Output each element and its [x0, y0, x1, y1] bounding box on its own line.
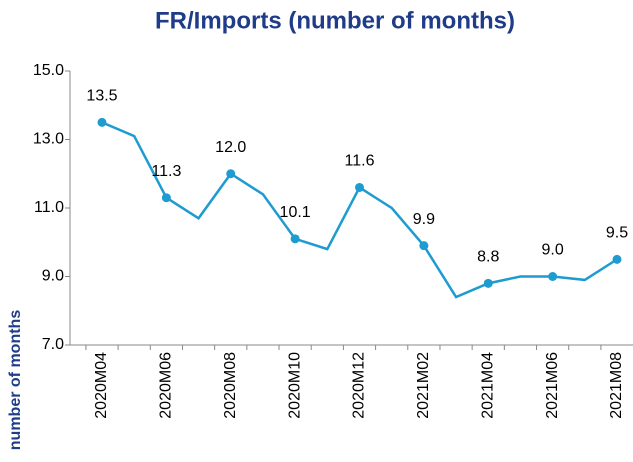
- data-point: [97, 117, 107, 127]
- data-label: 11.6: [345, 153, 375, 170]
- data-label: 12.0: [215, 139, 246, 156]
- data-label: 13.5: [86, 88, 117, 105]
- x-tick-label: 2021M08: [608, 352, 625, 419]
- y-axis-title: number of months: [7, 310, 24, 451]
- data-point: [355, 182, 364, 192]
- y-tick-label: 13.0: [33, 131, 64, 148]
- x-tick-label: 2021M04: [479, 352, 496, 419]
- x-tick-label: 2020M04: [93, 352, 110, 419]
- data-label: 9.9: [413, 211, 435, 228]
- x-tick-label: 2021M02: [415, 352, 432, 419]
- data-point: [483, 278, 493, 288]
- data-point: [226, 169, 236, 179]
- x-tick-label: 2020M10: [286, 352, 303, 419]
- x-tick-label: 2021M06: [544, 352, 561, 419]
- data-label: 10.1: [280, 204, 311, 221]
- data-point: [612, 254, 622, 264]
- data-label: 9.5: [606, 225, 628, 242]
- data-point: [161, 193, 171, 203]
- data-point: [548, 272, 558, 281]
- y-tick-label: 15.0: [33, 62, 64, 79]
- chart-title: FR/Imports (number of months): [155, 7, 515, 34]
- x-tick-label: 2020M12: [351, 352, 368, 419]
- data-label: 8.8: [477, 249, 499, 266]
- y-tick-label: 7.0: [42, 336, 64, 353]
- y-tick-label: 11.0: [34, 199, 64, 216]
- y-tick-label: 9.0: [42, 268, 64, 285]
- data-label: 9.0: [542, 242, 564, 259]
- x-tick-label: 2020M06: [158, 352, 175, 419]
- series-line: [101, 121, 618, 299]
- data-label: 11.3: [151, 163, 181, 180]
- data-point: [290, 234, 300, 244]
- x-tick-label: 2020M08: [222, 352, 239, 419]
- data-point: [419, 241, 429, 251]
